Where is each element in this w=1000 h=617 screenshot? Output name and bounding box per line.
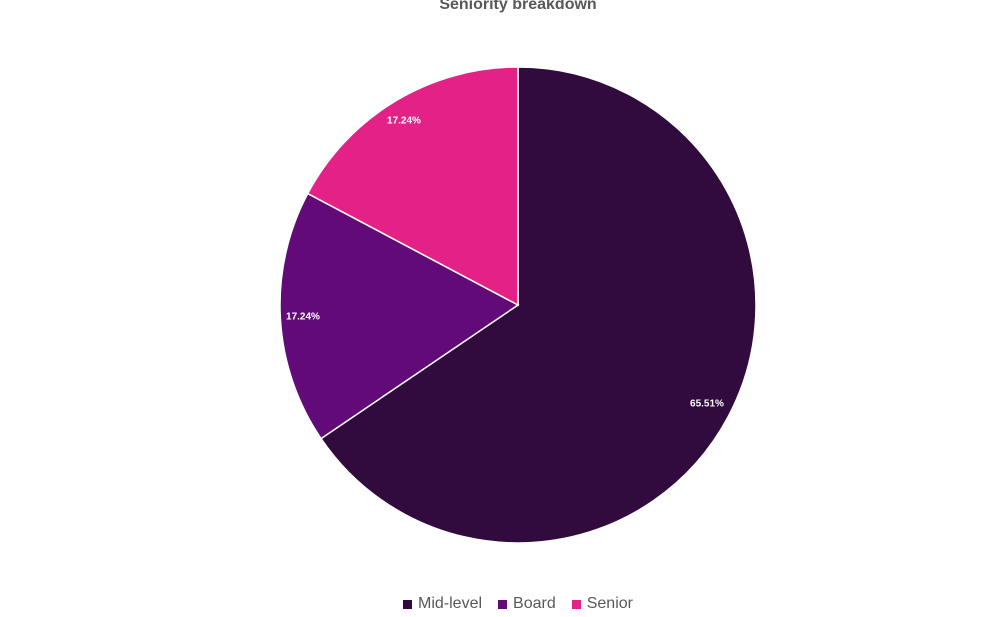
pie-data-labels: 65.51% 17.24% 17.24% bbox=[286, 116, 724, 410]
legend-swatch bbox=[403, 599, 413, 609]
legend-item-mid-level: Mid-level bbox=[403, 595, 482, 613]
data-label-board: 17.24% bbox=[286, 312, 320, 323]
legend-swatch bbox=[498, 599, 508, 609]
chart-legend: Mid-level Board Senior bbox=[0, 595, 1000, 613]
chart-title: Seniority breakdown bbox=[439, 0, 597, 13]
legend-item-board: Board bbox=[498, 595, 556, 613]
pie-slice-senior bbox=[306, 66, 519, 307]
legend-label: Senior bbox=[586, 595, 633, 612]
pie-slice-mid-level bbox=[319, 66, 757, 544]
data-label-mid-level: 65.51% bbox=[690, 399, 724, 410]
legend-label: Board bbox=[513, 595, 556, 612]
legend-swatch bbox=[571, 599, 581, 609]
data-label-senior: 17.24% bbox=[387, 116, 421, 127]
pie-slice-board bbox=[279, 192, 520, 440]
legend-label: Mid-level bbox=[418, 595, 483, 612]
pie-slices bbox=[279, 66, 757, 544]
legend-item-senior: Senior bbox=[571, 595, 633, 613]
